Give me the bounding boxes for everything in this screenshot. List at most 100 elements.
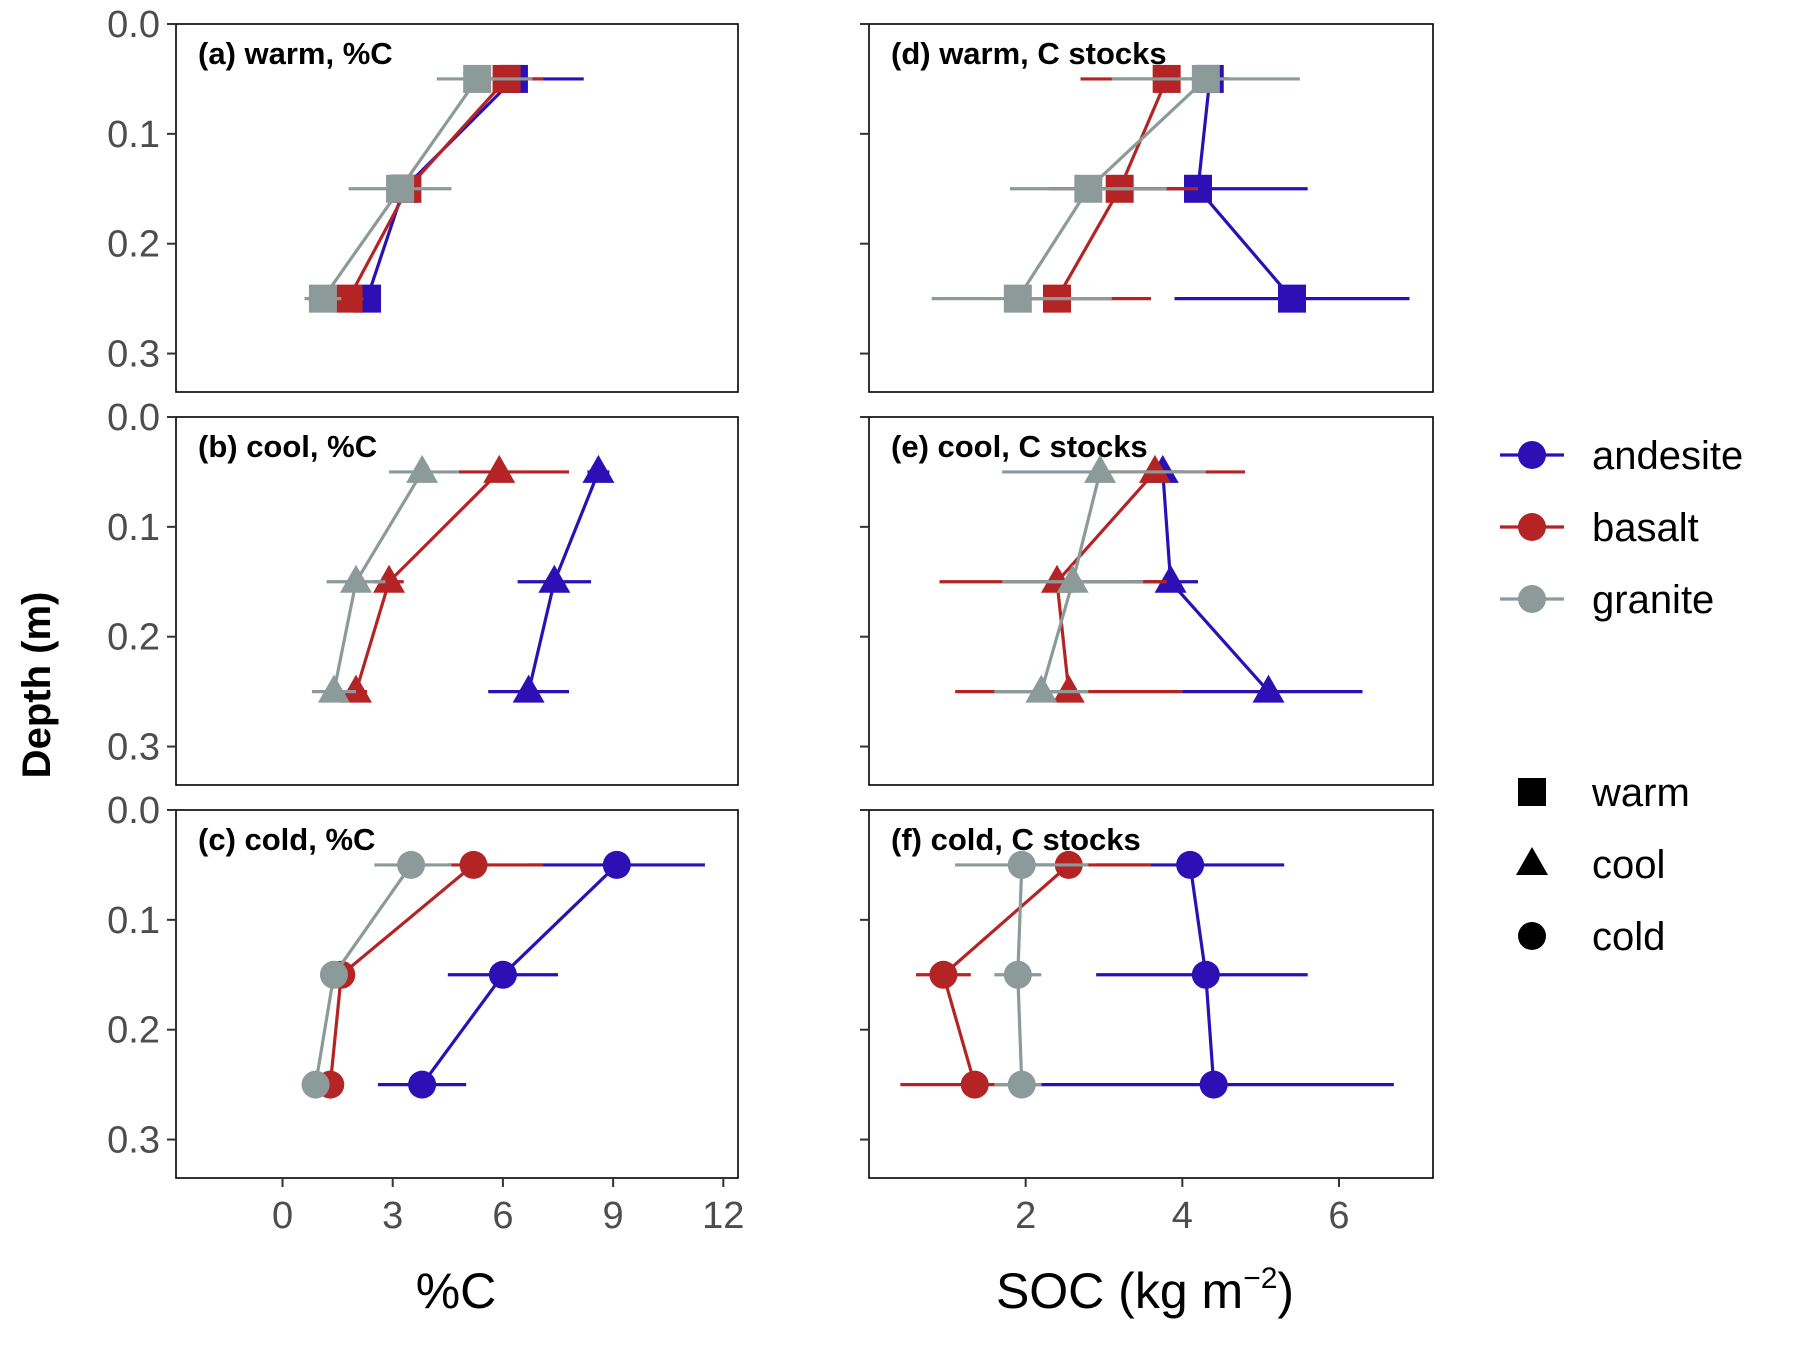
data-point <box>483 454 516 483</box>
series-andesite <box>488 454 615 703</box>
x-axis-title-right-sup: −2 <box>1243 1262 1277 1295</box>
panel-a: 0.0 0.1 0.2 0.3 (a) warm, %C <box>107 4 739 393</box>
data-point <box>301 1070 330 1099</box>
legend-item-granite: granite <box>1500 578 1714 622</box>
data-point <box>1007 850 1036 879</box>
legend-item-cool: cool <box>1516 843 1665 887</box>
data-point <box>397 850 426 879</box>
legend-marker <box>1518 585 1546 613</box>
panel-title: (d) warm, C stocks <box>891 36 1167 71</box>
y-tick-label: 0.2 <box>107 224 160 266</box>
legend-label: warm <box>1591 771 1690 815</box>
panel-frame <box>868 809 1434 1179</box>
legend-label: andesite <box>1592 434 1743 478</box>
series-granite <box>955 850 1089 1099</box>
data-point <box>582 454 615 483</box>
y-tick-label: 0.2 <box>107 1010 160 1052</box>
data-point <box>339 564 372 593</box>
y-tick-label: 0.0 <box>107 790 160 832</box>
data-point <box>1191 960 1220 989</box>
data-point <box>929 960 958 989</box>
x-tick-label: 12 <box>702 1195 744 1237</box>
data-point <box>408 1070 437 1099</box>
series-granite <box>304 64 533 313</box>
data-point <box>1003 960 1032 989</box>
legend-marker <box>1518 441 1546 469</box>
x-tick-label: 6 <box>1328 1195 1349 1237</box>
data-point <box>602 850 631 879</box>
y-tick-label: 0.0 <box>107 397 160 439</box>
data-point <box>386 174 415 203</box>
legend-label: basalt <box>1592 506 1699 550</box>
data-point <box>1084 454 1117 483</box>
data-point <box>373 564 406 593</box>
data-point <box>406 454 439 483</box>
data-point <box>1052 674 1085 703</box>
data-point <box>1252 674 1285 703</box>
panel-frame <box>175 809 739 1179</box>
y-tick-label: 0.1 <box>107 507 160 549</box>
y-tick-label: 0.3 <box>107 334 160 376</box>
panel-frame <box>868 23 1434 393</box>
series-granite <box>301 850 452 1099</box>
data-point <box>960 1070 989 1099</box>
x-tick-label: 2 <box>1015 1195 1036 1237</box>
data-point <box>1191 64 1220 93</box>
panel-frame <box>175 416 739 786</box>
panel-c: 0.0 0.1 0.2 0.3 0 3 6 9 12 (c) cold, %C <box>107 790 744 1237</box>
legend-marker <box>1518 513 1546 541</box>
data-point <box>1199 1070 1228 1099</box>
data-point <box>308 284 337 313</box>
x-tick-label: 3 <box>382 1195 403 1237</box>
x-axis-title-left: %C <box>416 1263 497 1319</box>
data-point <box>1154 564 1187 593</box>
data-point <box>488 960 517 989</box>
x-tick-label: 0 <box>272 1195 293 1237</box>
x-axis-title-right-main: SOC (kg m <box>996 1263 1243 1319</box>
panel-e: (e) cool, C stocks <box>860 416 1434 786</box>
legend-label: granite <box>1592 578 1714 622</box>
series-granite <box>311 454 459 703</box>
y-tick-label: 0.3 <box>107 727 160 769</box>
legend-marker <box>1518 922 1546 950</box>
data-point <box>1278 284 1306 313</box>
y-tick-label: 0.1 <box>107 900 160 942</box>
x-axis-title-right: SOC (kg m−2) <box>996 1262 1294 1319</box>
data-point <box>512 674 545 703</box>
legend-marker <box>1516 847 1548 875</box>
panel-title: (f) cold, C stocks <box>891 822 1141 857</box>
panel-frame <box>175 23 739 393</box>
legend-item-basalt: basalt <box>1500 506 1699 550</box>
panel-f: 2 4 6 (f) cold, C stocks <box>860 809 1434 1237</box>
series-granite <box>931 64 1300 313</box>
legend-label: cool <box>1592 843 1665 887</box>
panel-b: 0.0 0.1 0.2 0.3 (b) cool, %C <box>107 397 739 786</box>
series-andesite <box>378 850 705 1099</box>
panels: 0.0 0.1 0.2 0.3 (a) warm, %C 0.0 0.1 0.2 0.3 (b) … <box>107 4 1434 1237</box>
y-tick-label: 0.3 <box>107 1120 160 1162</box>
legend-marker <box>1518 778 1546 806</box>
legend: andesite basalt granite warm cool cold <box>1500 434 1743 959</box>
panel-title: (c) cold, %C <box>198 822 375 857</box>
data-point <box>1025 674 1058 703</box>
legend-item-cold: cold <box>1518 915 1665 959</box>
data-point <box>463 64 492 93</box>
panel-title: (b) cool, %C <box>198 429 377 464</box>
x-tick-label: 9 <box>603 1195 624 1237</box>
x-axis-title-right-end: ) <box>1277 1263 1294 1319</box>
data-point <box>339 674 372 703</box>
legend-item-warm: warm <box>1518 771 1690 815</box>
x-tick-label: 6 <box>492 1195 513 1237</box>
data-point <box>1003 284 1032 313</box>
data-point <box>1007 1070 1036 1099</box>
data-point <box>459 850 488 879</box>
data-point <box>1138 454 1171 483</box>
data-point <box>1176 850 1205 879</box>
y-tick-label: 0.0 <box>107 4 160 46</box>
data-point <box>538 564 571 593</box>
data-point <box>1074 174 1103 203</box>
data-point <box>319 960 348 989</box>
panel-title: (a) warm, %C <box>198 36 393 71</box>
legend-label: cold <box>1592 915 1665 959</box>
